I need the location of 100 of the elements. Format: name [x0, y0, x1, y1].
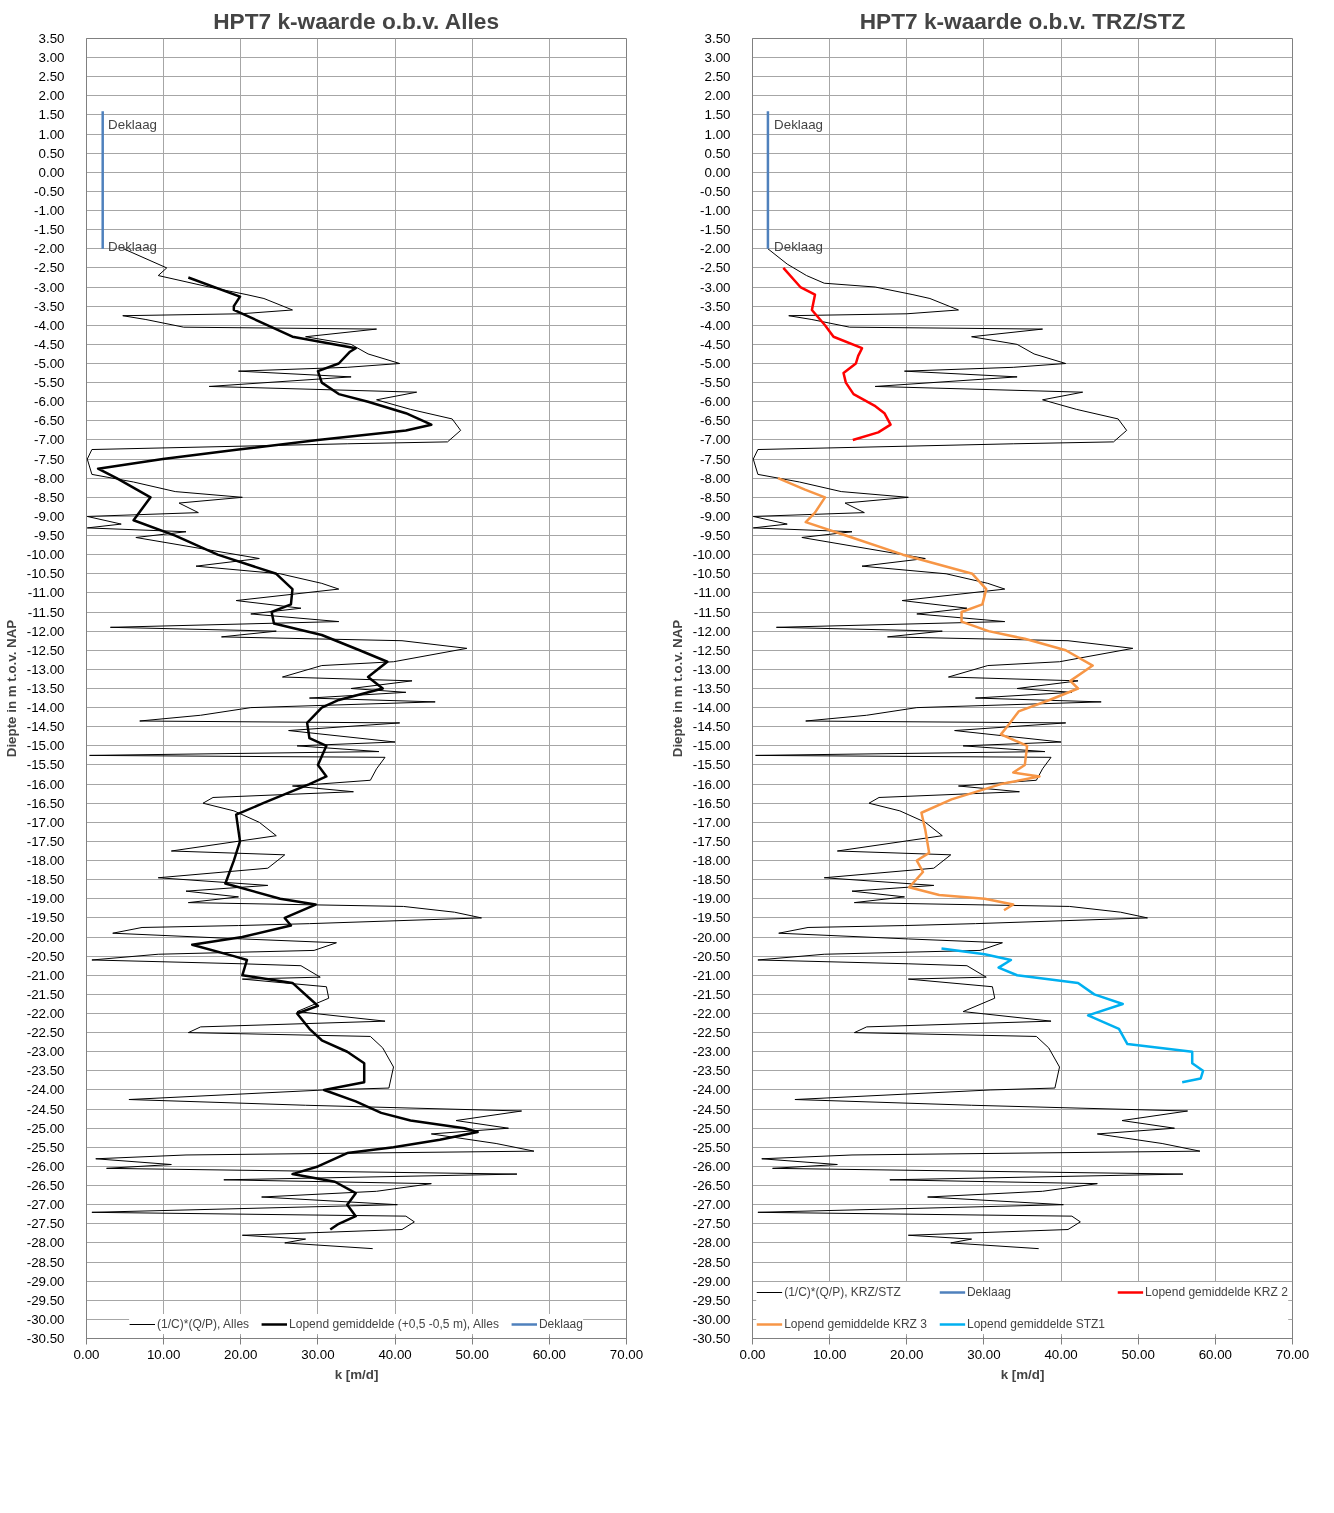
x-tick-label: 10.00	[812, 1346, 847, 1362]
y-tick-label: -7.00	[34, 432, 65, 448]
y-tick-label: -9.50	[700, 528, 731, 544]
y-tick-label: -20.50	[26, 948, 65, 964]
y-tick-label: -13.50	[26, 681, 65, 696]
y-tick-label: -2.00	[34, 241, 65, 257]
y-tick-label: -3.50	[700, 298, 731, 314]
y-tick-label: -16.50	[26, 795, 65, 811]
y-tick-label: -27.00	[692, 1197, 731, 1213]
y-tick-label: -29.00	[692, 1273, 731, 1289]
legend-label: Lopend gemiddelde KRZ 2	[1145, 1285, 1288, 1299]
y-tick-label: -11.50	[27, 604, 65, 620]
y-tick-label: -8.50	[700, 489, 731, 505]
y-tick-label: -18.50	[692, 872, 731, 888]
y-tick-label: -26.50	[26, 1178, 65, 1194]
x-tick-label: 20.00	[224, 1346, 258, 1362]
y-tick-label: -17.50	[692, 833, 731, 849]
x-tick-label: 40.00	[1044, 1346, 1078, 1362]
legend-label: Lopend gemiddelde (+0,5 -0,5 m), Alles	[289, 1317, 499, 1331]
y-tick-label: -12.00	[692, 623, 731, 639]
y-tick-label: -16.00	[26, 776, 65, 792]
y-tick-label: -10.00	[26, 547, 65, 563]
y-tick-label: -6.50	[700, 413, 731, 429]
y-tick-label: -30.50	[26, 1331, 65, 1346]
y-tick-label: 1.50	[704, 107, 731, 123]
y-tick-label: -17.50	[26, 833, 65, 849]
x-tick-label: 40.00	[378, 1346, 412, 1362]
y-tick-label: -17.00	[26, 814, 65, 830]
y-tick-label: -11.00	[27, 585, 65, 601]
y-tick-label: -25.50	[692, 1139, 731, 1155]
y-tick-label: -14.50	[692, 719, 731, 735]
y-tick-label: -20.00	[692, 929, 731, 945]
y-tick-label: -22.00	[26, 1006, 65, 1021]
y-tick-label: -4.00	[700, 317, 731, 333]
y-tick-label: -15.50	[26, 757, 65, 773]
x-tick-label: 70.00	[609, 1346, 644, 1362]
x-tick-label: 30.00	[301, 1346, 335, 1362]
y-tick-label: -5.50	[34, 375, 65, 391]
y-tick-label: -3.00	[700, 279, 731, 295]
y-tick-label: -18.00	[692, 853, 731, 869]
y-tick-label: -29.00	[26, 1273, 65, 1289]
y-tick-label: -11.50	[693, 604, 731, 620]
y-tick-label: -15.00	[692, 738, 731, 754]
legend-label: (1/C)*(Q/P), Alles	[157, 1317, 250, 1331]
y-tick-label: -20.00	[26, 929, 65, 945]
y-tick-label: 1.00	[704, 126, 731, 142]
y-tick-label: -29.50	[692, 1292, 731, 1308]
y-tick-label: 2.00	[38, 88, 65, 104]
y-tick-label: -2.50	[34, 260, 65, 276]
y-tick-label: 2.50	[38, 69, 65, 85]
y-tick-label: -14.00	[26, 700, 65, 716]
y-tick-label: -23.00	[26, 1044, 65, 1060]
y-tick-label: -19.00	[692, 891, 731, 907]
y-tick-label: -22.50	[26, 1025, 65, 1041]
y-tick-label: -22.50	[692, 1025, 731, 1041]
y-tick-label: -12.50	[26, 642, 65, 658]
y-tick-label: -25.50	[26, 1139, 65, 1155]
y-tick-label: -29.50	[26, 1292, 65, 1308]
y-tick-label: 1.00	[38, 126, 65, 142]
y-tick-label: -24.00	[692, 1082, 731, 1098]
legend-label: Lopend gemiddelde KRZ 3	[784, 1317, 927, 1331]
y-tick-label: -23.50	[692, 1063, 731, 1079]
x-tick-label: 10.00	[146, 1346, 181, 1362]
y-tick-label: -21.00	[692, 967, 731, 983]
y-tick-label: -22.00	[692, 1006, 731, 1021]
chart-title: HPT7 k-waarde o.b.v. Alles	[213, 7, 499, 34]
x-tick-label: 0.00	[739, 1346, 766, 1362]
y-tick-label: -14.50	[26, 719, 65, 735]
y-axis-title: Diepte in m t.o.v. NAP	[669, 619, 685, 758]
y-tick-label: -26.00	[26, 1158, 65, 1174]
y-tick-label: -8.50	[34, 489, 65, 505]
y-tick-label: -6.00	[700, 394, 731, 410]
y-tick-label: -25.00	[692, 1120, 731, 1136]
y-tick-label: -21.50	[692, 986, 731, 1002]
legend-label: Deklaag	[538, 1317, 583, 1331]
y-tick-label: -30.50	[692, 1331, 731, 1346]
y-tick-label: -26.50	[692, 1178, 731, 1194]
y-tick-label: -13.00	[692, 661, 731, 677]
y-tick-label: -24.00	[26, 1082, 65, 1098]
x-axis-title: k [m/d]	[1000, 1366, 1045, 1382]
y-tick-label: -10.00	[692, 547, 731, 563]
annotation: Deklaag	[108, 239, 158, 254]
y-tick-label: 0.50	[704, 145, 731, 161]
y-tick-label: -8.00	[700, 470, 731, 486]
y-tick-label: -28.50	[692, 1254, 731, 1270]
legend-label: Lopend gemiddelde STZ1	[966, 1317, 1106, 1331]
y-tick-label: -15.00	[26, 738, 65, 754]
y-tick-label: 3.00	[38, 50, 65, 66]
y-tick-label: -13.00	[26, 661, 65, 677]
y-tick-label: -8.00	[34, 470, 65, 486]
y-tick-label: -4.50	[700, 336, 731, 352]
chart-title: HPT7 k-waarde o.b.v. TRZ/STZ	[859, 7, 1186, 34]
annotation: Deklaag	[774, 116, 824, 132]
y-tick-label: -18.50	[26, 872, 65, 888]
y-tick-label: 1.50	[38, 107, 65, 123]
x-tick-label: 30.00	[967, 1346, 1001, 1362]
y-tick-label: -19.50	[692, 910, 731, 926]
y-tick-label: -24.50	[26, 1101, 65, 1117]
y-tick-label: -16.50	[692, 795, 731, 811]
x-tick-label: 20.00	[890, 1346, 924, 1362]
